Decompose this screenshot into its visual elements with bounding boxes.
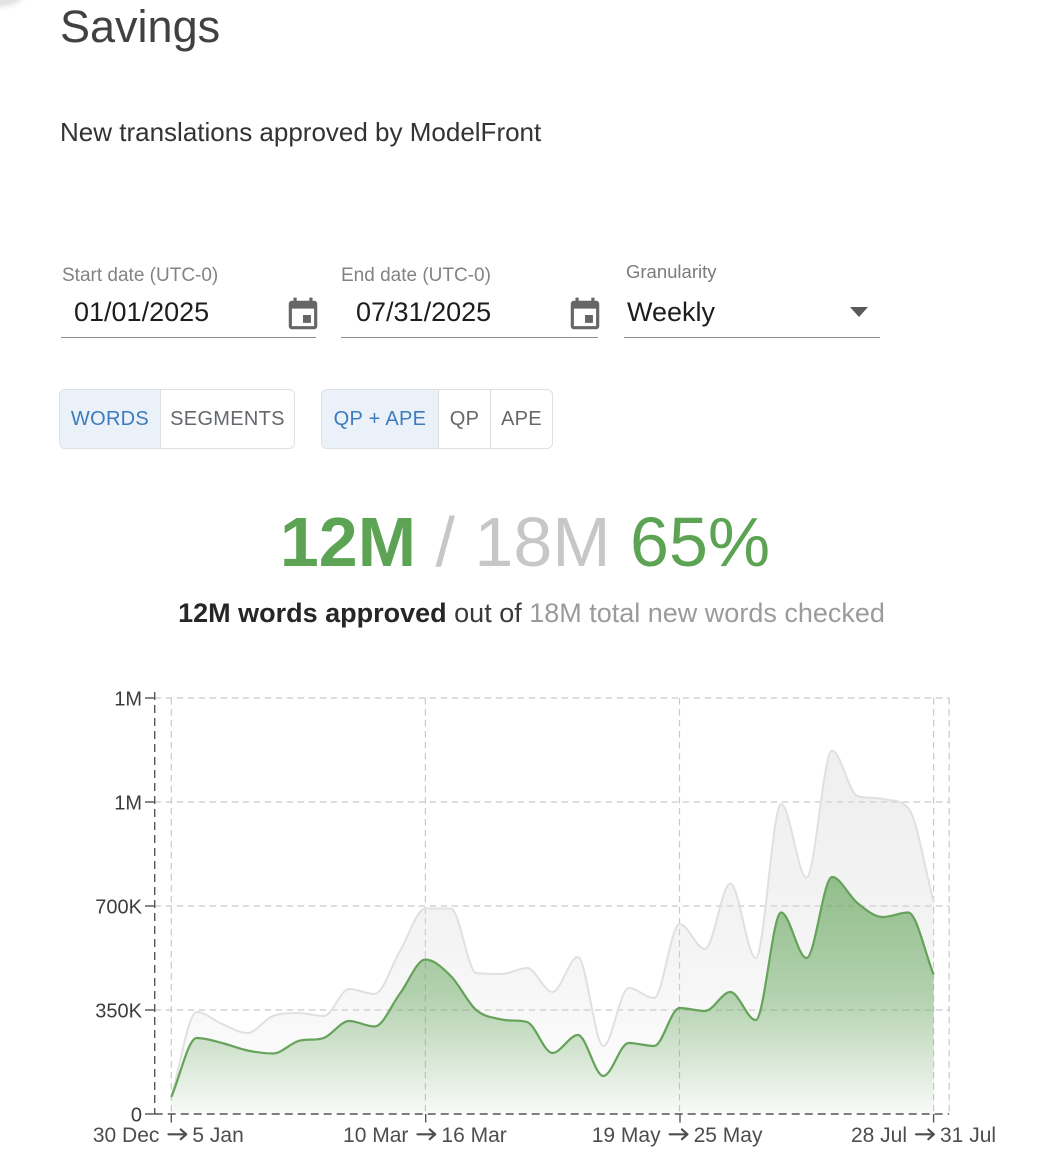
svg-text:31 Jul: 31 Jul — [940, 1124, 996, 1147]
svg-text:350K: 350K — [95, 1001, 142, 1023]
svg-text:1M: 1M — [114, 689, 142, 711]
svg-text:0: 0 — [131, 1105, 142, 1127]
svg-text:25 May: 25 May — [694, 1124, 763, 1147]
svg-text:10 Mar: 10 Mar — [343, 1124, 408, 1147]
svg-text:5 Jan: 5 Jan — [192, 1124, 243, 1147]
svg-text:700K: 700K — [95, 897, 142, 919]
svg-text:19 May: 19 May — [592, 1124, 661, 1147]
svg-text:1M: 1M — [114, 793, 142, 815]
svg-text:16 Mar: 16 Mar — [441, 1124, 506, 1147]
svg-text:30 Dec: 30 Dec — [93, 1124, 160, 1147]
svg-text:28 Jul: 28 Jul — [851, 1124, 907, 1147]
